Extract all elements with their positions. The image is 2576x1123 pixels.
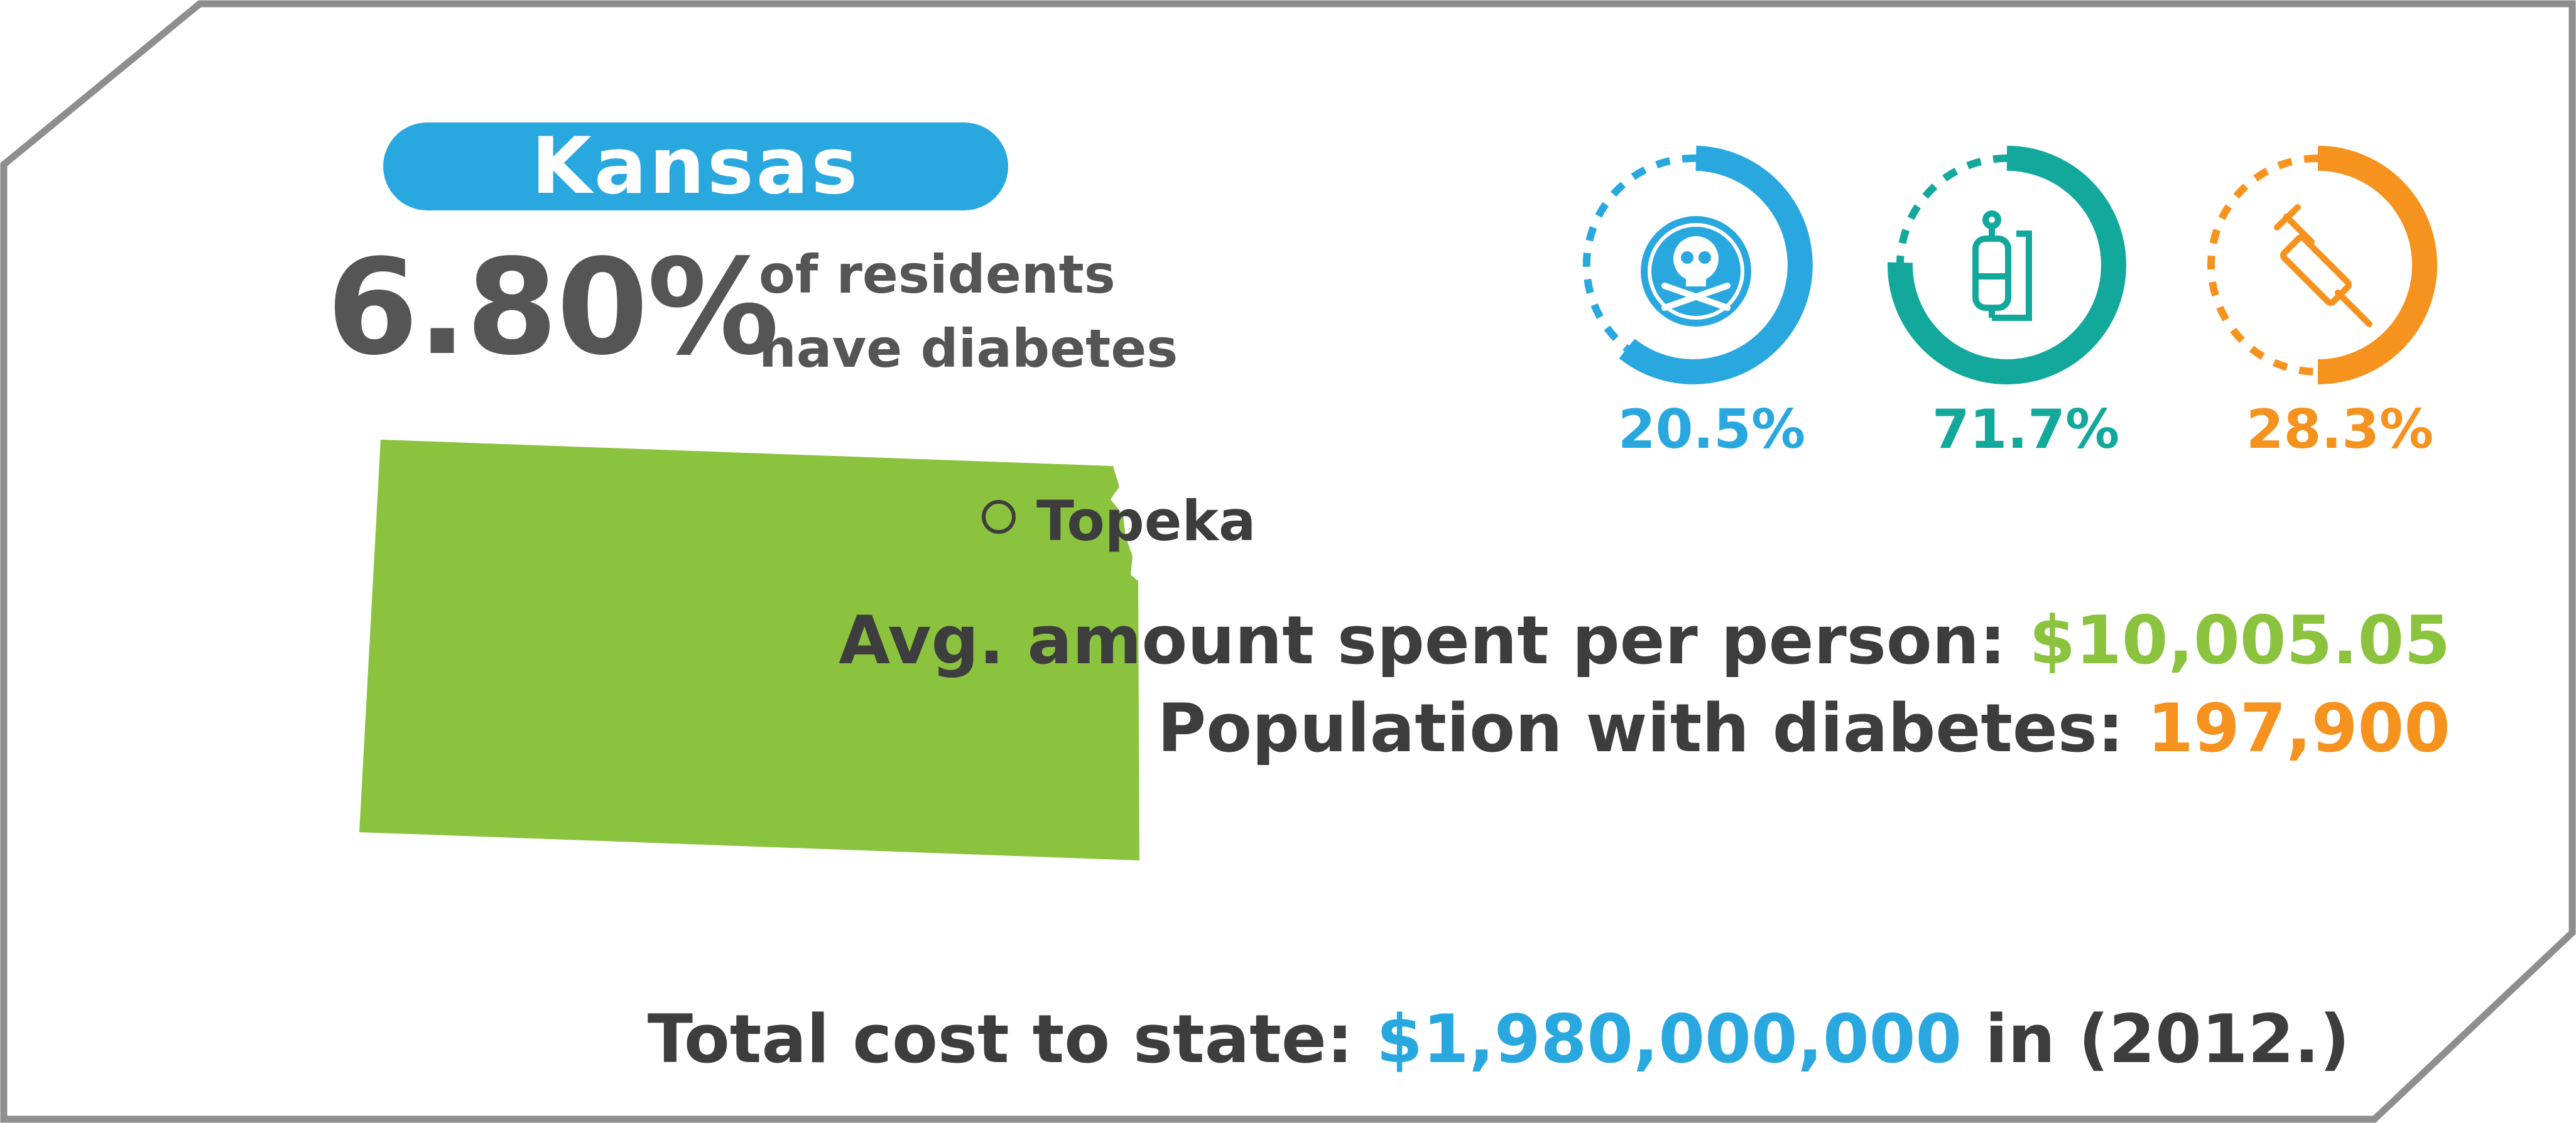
state-name-badge: Kansas	[383, 122, 1008, 210]
syringe-icon	[2274, 204, 2372, 327]
avg-spent-line: Avg. amount spent per person: $10,005.05	[839, 600, 2450, 681]
total-cost-suffix: in (2012.)	[1962, 1001, 2350, 1078]
total-cost-value: $1,980,000,000	[1376, 1001, 1962, 1078]
population-label: Population with diabetes:	[1157, 690, 2148, 767]
kansas-shape	[359, 440, 1139, 860]
population-value: 197,900	[2147, 690, 2450, 767]
prevalence-note: of residents have diabetes	[759, 237, 1236, 386]
population-line: Population with diabetes: 197,900	[1158, 688, 2450, 769]
gauge-3	[2207, 146, 2437, 384]
gauge-2	[1887, 146, 2126, 384]
prevalence-note-line1: of residents	[759, 244, 1116, 305]
capital-label: Topeka	[1036, 489, 1256, 553]
capital-marker-icon	[982, 500, 1016, 534]
total-cost-label: Total cost to state:	[647, 1001, 1377, 1078]
total-cost-line: Total cost to state: $1,980,000,000 in (…	[648, 999, 2350, 1080]
avg-spent-value: $10,005.05	[2029, 602, 2450, 679]
prevalence-value: 6.80%	[327, 231, 780, 384]
gauge-1	[1582, 146, 1813, 384]
gauge-1-label: 20.5%	[1617, 398, 1806, 461]
avg-spent-label: Avg. amount spent per person:	[839, 602, 2030, 679]
prevalence-note-line2: have diabetes	[759, 318, 1178, 379]
iv-bag-icon	[1972, 210, 2032, 321]
gauge-3-label: 28.3%	[2246, 398, 2434, 461]
gauge-2-label: 71.7%	[1932, 398, 2120, 461]
skull-crossbones-icon	[1641, 216, 1751, 327]
